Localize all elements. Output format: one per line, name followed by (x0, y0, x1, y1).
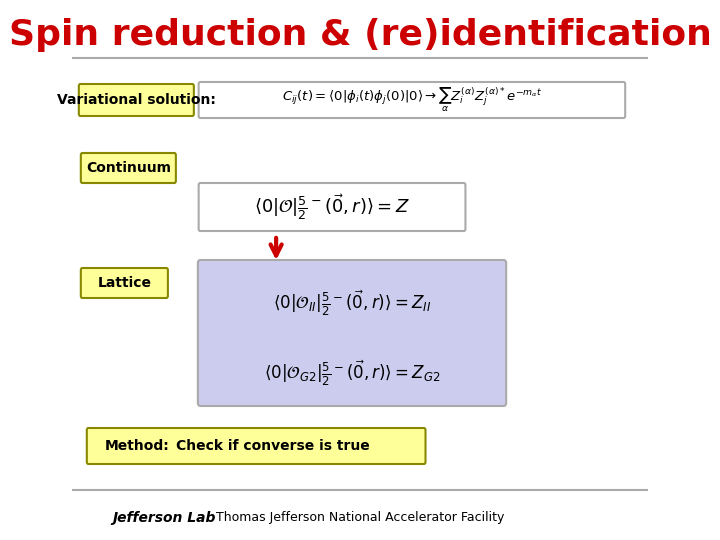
Text: $\langle 0 | \mathcal{O}_{G2} | \frac{5}{2}^- (\vec{0}, r) \rangle = Z_{G2}$: $\langle 0 | \mathcal{O}_{G2} | \frac{5}… (264, 359, 440, 388)
Text: Spin reduction & (re)identification: Spin reduction & (re)identification (9, 18, 711, 52)
Text: Variational solution:: Variational solution: (57, 93, 216, 107)
Text: Method:: Method: (104, 439, 169, 453)
Text: Check if converse is true: Check if converse is true (176, 439, 370, 453)
Text: Thomas Jefferson National Accelerator Facility: Thomas Jefferson National Accelerator Fa… (216, 511, 504, 524)
Text: $\langle 0 | \mathcal{O} | \frac{5}{2}^- (\vec{0}, r) \rangle = Z$: $\langle 0 | \mathcal{O} | \frac{5}{2}^-… (254, 192, 410, 222)
FancyBboxPatch shape (198, 260, 506, 406)
Text: Continuum: Continuum (86, 161, 171, 175)
FancyBboxPatch shape (199, 183, 465, 231)
Text: Lattice: Lattice (97, 276, 151, 290)
FancyBboxPatch shape (81, 153, 176, 183)
FancyBboxPatch shape (78, 84, 194, 116)
FancyBboxPatch shape (199, 82, 625, 118)
FancyBboxPatch shape (87, 428, 426, 464)
FancyBboxPatch shape (81, 268, 168, 298)
Text: $\langle 0 | \mathcal{O}_{II} | \frac{5}{2}^- (\vec{0}, r) \rangle = Z_{II}$: $\langle 0 | \mathcal{O}_{II} | \frac{5}… (273, 288, 431, 318)
Text: Jefferson Lab: Jefferson Lab (112, 511, 216, 525)
Text: $C_{ij}(t) = \langle 0|\phi_i(t)\phi_j(0)|0\rangle \rightarrow \sum_\alpha Z_i^{: $C_{ij}(t) = \langle 0|\phi_i(t)\phi_j(0… (282, 86, 542, 114)
